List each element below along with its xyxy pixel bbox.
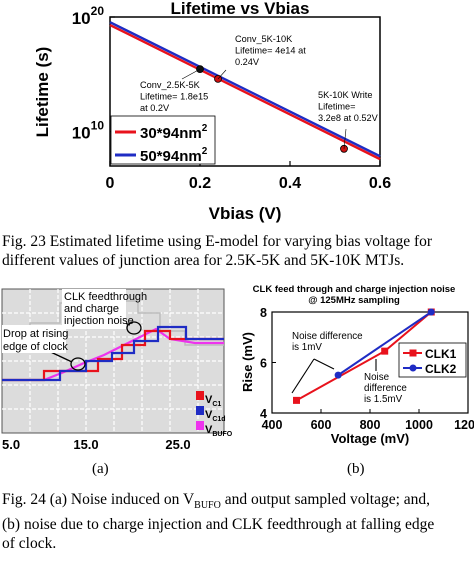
fig23-y-tick-label: 1020	[72, 4, 105, 28]
fig24a-legend-swatch	[196, 391, 204, 400]
fig23-x-tick-label: 0.2	[189, 175, 211, 192]
fig24b-legend-marker	[409, 349, 417, 357]
fig24a-legend-label: VC1d	[205, 409, 226, 423]
fig24b-annotation-arrow	[291, 358, 315, 394]
fig23-annotation-leader	[217, 69, 227, 80]
fig23-x-axis-label: Vbias (V)	[209, 204, 282, 223]
fig23-annotation-text: 0.24V	[235, 57, 260, 67]
fig24b-data-point	[427, 308, 435, 316]
fig24a-noise-marker	[126, 321, 142, 335]
fig24b-legend-label: CLK2	[425, 362, 457, 376]
fig23-y-tick-label: 1010	[72, 119, 105, 143]
fig23-caption: Fig. 23 Estimated lifetime using E-model…	[2, 232, 472, 270]
fig23-caption-line-2: different values of junction area for 2.…	[2, 252, 405, 269]
fig24-caption: Fig. 24 (a) Noise induced on VBUFO and o…	[2, 490, 472, 553]
fig24a-annotation-bg-2	[2, 325, 66, 353]
fig23-annotation-leader	[343, 128, 347, 149]
fig23-series-line-1	[109, 23, 381, 161]
fig24-caption-line-1-post: and output sampled voltage; and,	[220, 491, 431, 508]
fig23-annotation-text: Lifetime=	[318, 102, 356, 112]
fig23-annotation-text: 5K-10K Write	[318, 90, 372, 100]
fig23-annotation-leader	[181, 68, 201, 80]
fig23-annotation-text: at 0.2V	[140, 103, 170, 113]
fig24b-data-point	[381, 347, 389, 355]
fig24a-annotation-text: injection noise	[64, 315, 134, 327]
fig24a-annotation-text: CLK feedthrough	[64, 291, 147, 303]
fig24a-legend-label: VC1	[205, 394, 221, 408]
fig23-legend-label: 50*94nm2	[140, 146, 208, 165]
fig24b-annotation-text: difference	[364, 383, 407, 394]
fig24b-legend-marker	[409, 364, 417, 372]
fig24b-y-tick-label: 4	[260, 407, 267, 421]
fig23-x-tick-label: 0.6	[369, 175, 391, 192]
fig24b-title-line-2: @ 125MHz sampling	[308, 295, 400, 306]
fig23-annotation-text: Lifetime= 1.8e15	[140, 92, 208, 102]
fig23-series-line-2	[109, 21, 381, 158]
fig23-x-tick-label: 0	[106, 175, 115, 192]
fig24a-annotation-text: edge of clock	[3, 341, 68, 353]
fig24b-legend-label: CLK1	[425, 347, 457, 361]
fig24b-x-axis-label: Voltage (mV)	[331, 431, 410, 446]
fig24a-legend-swatch	[196, 406, 204, 415]
fig24a-drop-marker	[70, 357, 86, 371]
fig24b-x-tick-label: 1200	[454, 418, 474, 432]
fig24a-vc1-trace	[2, 329, 224, 382]
fig24b-x-tick-label: 600	[311, 418, 332, 432]
fig24b-series-line-2	[337, 311, 432, 376]
fig24a-annotation-text: Drop at rising	[3, 328, 68, 340]
fig24a-annotation-text: and charge	[64, 303, 119, 315]
fig24b-annotation-text: is 1.5mV	[364, 394, 403, 405]
fig24b-annotation-arrow	[313, 358, 335, 370]
fig24a-x-tick-label: 25.0	[165, 437, 190, 452]
fig24-caption-line-2: (b) noise due to charge injection and CL…	[2, 516, 435, 534]
fig23-chart: Lifetime vs Vbias Conv_2.5K-5K Lifetime= …	[33, 0, 391, 223]
fig24a-legend-swatch	[196, 421, 204, 430]
fig24b-x-tick-label: 400	[262, 418, 283, 432]
fig24a-x-tick-label: 5.0	[2, 437, 20, 452]
fig24a-vc1d-trace	[2, 325, 224, 382]
fig24b-chart: CLK feed through and charge injection no…	[240, 284, 474, 446]
fig23-title: Lifetime vs Vbias	[171, 0, 310, 18]
fig24b-title-line-1: CLK feed through and charge injection no…	[253, 284, 456, 295]
fig24a-annotation-bg-1	[62, 289, 126, 329]
fig23-annotation-text: Conv_5K-10K	[235, 34, 293, 44]
fig24b-annotation-text: Noise difference	[292, 331, 363, 342]
fig24b-annotation-text: Noise	[364, 372, 390, 383]
fig23-annotation-text: Lifetime= 4e14 at	[235, 46, 306, 56]
fig24-caption-line-1-pre: Fig. 24 (a) Noise induced on V	[2, 491, 195, 508]
fig24b-data-point	[293, 396, 300, 404]
fig23-annotation-text: 3.2e8 at 0.52V	[318, 113, 379, 123]
fig24a-scope-plot: CLK feedthrough and charge injection noi…	[0, 283, 232, 458]
fig24b-legend	[398, 342, 467, 378]
fig24b-x-tick-label: 800	[360, 418, 381, 432]
fig23-caption-line-1: Fig. 23 Estimated lifetime using E-model…	[2, 233, 433, 250]
fig24b-y-tick-label: 8	[260, 306, 267, 320]
fig24-caption-line-3: of clock.	[2, 535, 57, 553]
fig24b-x-tick-label: 1000	[405, 418, 433, 432]
fig24b-annotation-text: is 1mV	[292, 342, 322, 353]
fig24b-data-point	[334, 371, 342, 379]
fig23-y-axis-label: Lifetime (s)	[33, 47, 52, 138]
fig24-caption-subscript: BUFO	[194, 500, 221, 512]
fig24a-label: (a)	[92, 461, 109, 477]
fig23-legend-label: 30*94nm2	[140, 123, 208, 142]
fig24b-y-tick-label: 6	[260, 357, 267, 371]
fig23-annotation-text: Conv_2.5K-5K	[140, 80, 201, 90]
fig24a-x-tick-label: 15.0	[73, 437, 98, 452]
fig24b-y-axis-label: Rise (mV)	[240, 332, 255, 392]
fig23-x-tick-label: 0.4	[279, 175, 301, 192]
fig24b-label: (b)	[347, 461, 365, 477]
fig24a-legend-label: VBUFO	[205, 424, 232, 438]
fig24-caption-line-1: Fig. 24 (a) Noise induced on VBUFO and o…	[2, 490, 472, 515]
